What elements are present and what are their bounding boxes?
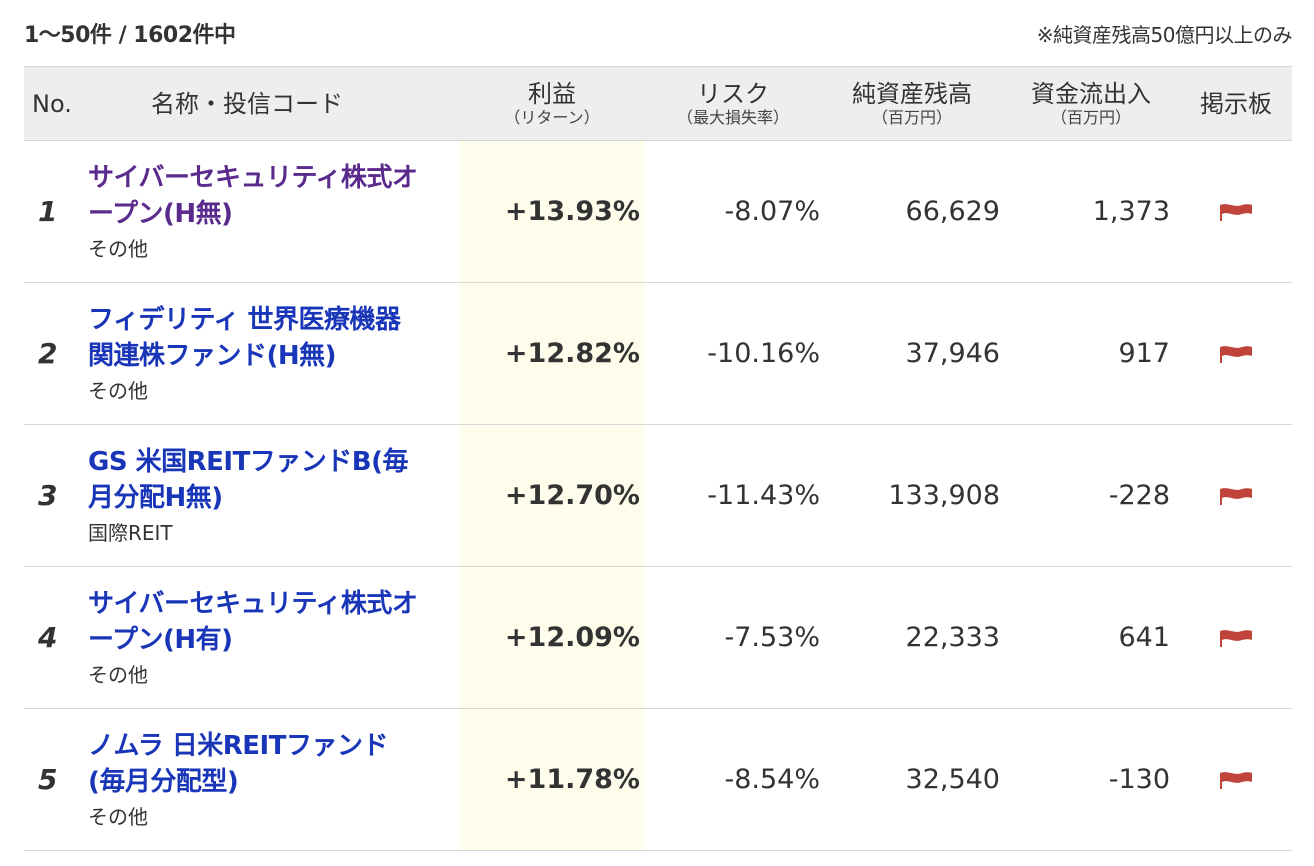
table-row: 5 ノムラ 日米REITファンド (毎月分配型) その他 +11.78% -8.5… — [24, 708, 1292, 851]
table-body: 1 サイバーセキュリティ株式オ ープン(H無) その他 +13.93% -8.07… — [24, 140, 1292, 851]
fund-name-link[interactable]: フィデリティ 世界医療機器 関連株ファンド(H無) — [88, 302, 460, 374]
rank-number: 3 — [24, 424, 84, 567]
header-fund-flow[interactable]: 資金流出入 （百万円） — [1002, 66, 1180, 141]
header-name: 名称・投信コード — [84, 66, 460, 141]
return-value: +12.09% — [460, 566, 644, 709]
fund-name-cell: サイバーセキュリティ株式オ ープン(H無) その他 — [84, 140, 460, 283]
fund-name-line2: ープン(H有) — [88, 624, 233, 655]
flag-icon[interactable] — [1218, 485, 1254, 507]
flag-icon[interactable] — [1218, 201, 1254, 223]
return-value: +12.82% — [460, 282, 644, 425]
flag-icon[interactable] — [1218, 769, 1254, 791]
fund-name-line1: フィデリティ 世界医療機器 — [88, 304, 401, 335]
net-assets-value: 22,333 — [822, 566, 1002, 709]
table-row: 1 サイバーセキュリティ株式オ ープン(H無) その他 +13.93% -8.07… — [24, 140, 1292, 283]
table-row: 3 GS 米国REITファンドB(毎 月分配H無) 国際REIT +12.70% … — [24, 424, 1292, 567]
flag-icon[interactable] — [1218, 343, 1254, 365]
header-risk-label: リスク — [697, 79, 769, 108]
fund-name-link[interactable]: GS 米国REITファンドB(毎 月分配H無) — [88, 444, 460, 516]
fund-name-line2: 月分配H無) — [88, 482, 223, 513]
rank-number: 2 — [24, 282, 84, 425]
table-row: 4 サイバーセキュリティ株式オ ープン(H有) その他 +12.09% -7.53… — [24, 566, 1292, 709]
flag-icon[interactable] — [1218, 627, 1254, 649]
risk-value: -7.53% — [644, 566, 822, 709]
fund-name-line1: サイバーセキュリティ株式オ — [88, 588, 418, 619]
header-net-assets[interactable]: 純資産残高 （百万円） — [822, 66, 1002, 141]
rank-number: 4 — [24, 566, 84, 709]
header-risk-sublabel: （最大損失率） — [676, 107, 789, 127]
risk-value: -8.54% — [644, 708, 822, 851]
fund-name-cell: GS 米国REITファンドB(毎 月分配H無) 国際REIT — [84, 424, 460, 567]
risk-value: -11.43% — [644, 424, 822, 567]
net-assets-value: 66,629 — [822, 140, 1002, 283]
header-no-label: No. — [32, 89, 72, 118]
fund-name-line2: 関連株ファンド(H無) — [88, 340, 337, 371]
fund-name-line1: GS 米国REITファンドB(毎 — [88, 446, 409, 477]
header-return-label: 利益 — [528, 79, 576, 108]
net-assets-value: 133,908 — [822, 424, 1002, 567]
fund-flow-value: -130 — [1002, 708, 1180, 851]
header-fund-flow-label: 資金流出入 — [1031, 79, 1151, 108]
header-no: No. — [24, 66, 84, 141]
filter-note: ※純資産残高50億円以上のみ — [1036, 22, 1293, 47]
fund-category: その他 — [88, 378, 148, 403]
header-board-label: 掲示板 — [1200, 89, 1272, 118]
fund-name-link[interactable]: サイバーセキュリティ株式オ ープン(H無) — [88, 160, 460, 232]
fund-name-cell: ノムラ 日米REITファンド (毎月分配型) その他 — [84, 708, 460, 851]
header-name-label: 名称・投信コード — [151, 89, 343, 118]
fund-ranking-table-wrapper: No. 名称・投信コード 利益 （リターン） リスク （最大損失率） 純資産残高… — [24, 66, 1292, 851]
board-cell — [1180, 708, 1292, 851]
header-fund-flow-sublabel: （百万円） — [1050, 107, 1131, 127]
fund-name-link[interactable]: ノムラ 日米REITファンド (毎月分配型) — [88, 728, 460, 800]
header-risk[interactable]: リスク （最大損失率） — [644, 66, 822, 141]
return-value: +12.70% — [460, 424, 644, 567]
result-count: 1〜50件 / 1602件中 — [24, 23, 236, 48]
net-assets-value: 37,946 — [822, 282, 1002, 425]
table-header: No. 名称・投信コード 利益 （リターン） リスク （最大損失率） 純資産残高… — [24, 66, 1292, 141]
table-row: 2 フィデリティ 世界医療機器 関連株ファンド(H無) その他 +12.82% -… — [24, 282, 1292, 425]
fund-flow-value: -228 — [1002, 424, 1180, 567]
rank-number: 1 — [24, 140, 84, 283]
fund-flow-value: 1,373 — [1002, 140, 1180, 283]
board-cell — [1180, 566, 1292, 709]
fund-flow-value: 917 — [1002, 282, 1180, 425]
header-row: No. 名称・投信コード 利益 （リターン） リスク （最大損失率） 純資産残高… — [24, 66, 1292, 141]
header-net-assets-sublabel: （百万円） — [871, 107, 952, 127]
board-cell — [1180, 140, 1292, 283]
fund-category: その他 — [88, 236, 148, 261]
fund-flow-value: 641 — [1002, 566, 1180, 709]
return-value: +13.93% — [460, 140, 644, 283]
board-cell — [1180, 282, 1292, 425]
fund-name-line2: ープン(H無) — [88, 198, 233, 229]
header-return[interactable]: 利益 （リターン） — [460, 66, 644, 141]
fund-name-cell: フィデリティ 世界医療機器 関連株ファンド(H無) その他 — [84, 282, 460, 425]
rank-number: 5 — [24, 708, 84, 851]
fund-name-line1: サイバーセキュリティ株式オ — [88, 162, 418, 193]
fund-category: その他 — [88, 662, 148, 687]
net-assets-value: 32,540 — [822, 708, 1002, 851]
risk-value: -8.07% — [644, 140, 822, 283]
fund-name-line1: ノムラ 日米REITファンド — [88, 730, 388, 761]
fund-name-link[interactable]: サイバーセキュリティ株式オ ープン(H有) — [88, 586, 460, 658]
return-value: +11.78% — [460, 708, 644, 851]
fund-category: その他 — [88, 804, 148, 829]
fund-name-line2: (毎月分配型) — [88, 766, 239, 797]
risk-value: -10.16% — [644, 282, 822, 425]
header-return-sublabel: （リターン） — [504, 107, 600, 127]
board-cell — [1180, 424, 1292, 567]
result-summary-bar: 1〜50件 / 1602件中 ※純資産残高50億円以上のみ — [24, 16, 1293, 50]
fund-name-cell: サイバーセキュリティ株式オ ープン(H有) その他 — [84, 566, 460, 709]
header-net-assets-label: 純資産残高 — [852, 79, 972, 108]
fund-category: 国際REIT — [88, 520, 173, 545]
header-board: 掲示板 — [1180, 66, 1292, 141]
fund-ranking-table: No. 名称・投信コード 利益 （リターン） リスク （最大損失率） 純資産残高… — [24, 66, 1292, 851]
